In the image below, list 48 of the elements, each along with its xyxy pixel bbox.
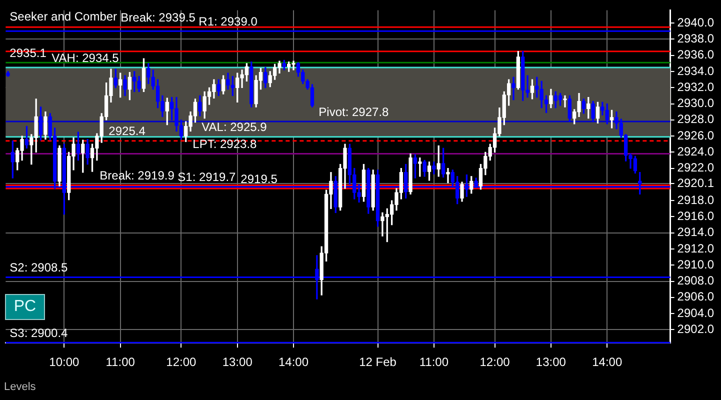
ref-line-label: VAL: 2925.9 [202,120,268,134]
ref-line-label: S2: 2908.5 [10,260,68,275]
ref-line-label: Pivot: 2927.8 [318,104,390,119]
x-tick-label: 12:00 [166,355,197,370]
candlestick [512,76,516,100]
ref-line-label: Break: 2919.9 [100,168,175,183]
y-tick-label: 2924.0 [677,144,714,159]
ref-line-label: S3: 2900.4 [10,326,68,340]
y-tick-label: 2932.0 [677,80,714,94]
y-tick-label: 2918.0 [677,192,714,207]
x-tick-label: 14:00 [592,355,622,370]
y-tick-label: 2902.0 [677,322,714,336]
candlestick [563,95,567,108]
y-tick-label: 2904.0 [677,306,714,320]
y-tick-label: 2928.0 [677,112,714,126]
x-tick-label: 14:00 [278,355,309,370]
y-tick-label: 2940.0 [677,15,714,30]
ref-line-label: S1: 2919.7 [178,170,236,184]
ref-line-label: Break: 2939.5 [120,10,196,24]
y-tick-label: 2934.0 [677,64,714,78]
y-tick-label: 2914.0 [677,225,714,240]
x-tick-label: 11:00 [106,355,136,370]
y-tick-label: 2938.0 [677,32,714,46]
y-tick-label: 2910.0 [677,257,714,272]
pc-button: PC [5,294,45,320]
y-tick-label: 2906.0 [677,290,714,304]
y-tick-label: 2926.0 [677,128,714,142]
ref-line-label: LPT: 2923.8 [192,137,258,152]
ref-line-label: 2925.4 [108,124,146,138]
y-tick-label: 2908.0 [677,274,714,288]
y-tick-label: 2930.0 [677,96,714,110]
x-tick-label: 12 Feb [359,355,397,370]
y-tick-label: 2920.1 [677,176,714,190]
y-tick-label: 2916.0 [677,209,714,224]
candlestick [446,168,450,184]
ref-line-label: 2919.5 [240,172,278,186]
y-tick-label: 2912.0 [677,241,714,256]
chart-title: Seeker and Comber [10,10,118,24]
x-tick-label: 12:00 [480,355,510,370]
y-tick-label: 2936.0 [677,48,714,62]
ref-line-label: VAH: 2934.5 [52,50,120,65]
x-tick-label: 13:00 [536,355,566,370]
ref-line-label: R1: 2939.0 [198,14,258,28]
x-tick-label: 10:00 [49,355,80,370]
x-tick-label: 13:00 [222,355,253,370]
x-tick-label: 11:00 [419,355,449,370]
text: Levels [4,381,36,393]
y-tick-label: 2922.0 [677,160,714,175]
